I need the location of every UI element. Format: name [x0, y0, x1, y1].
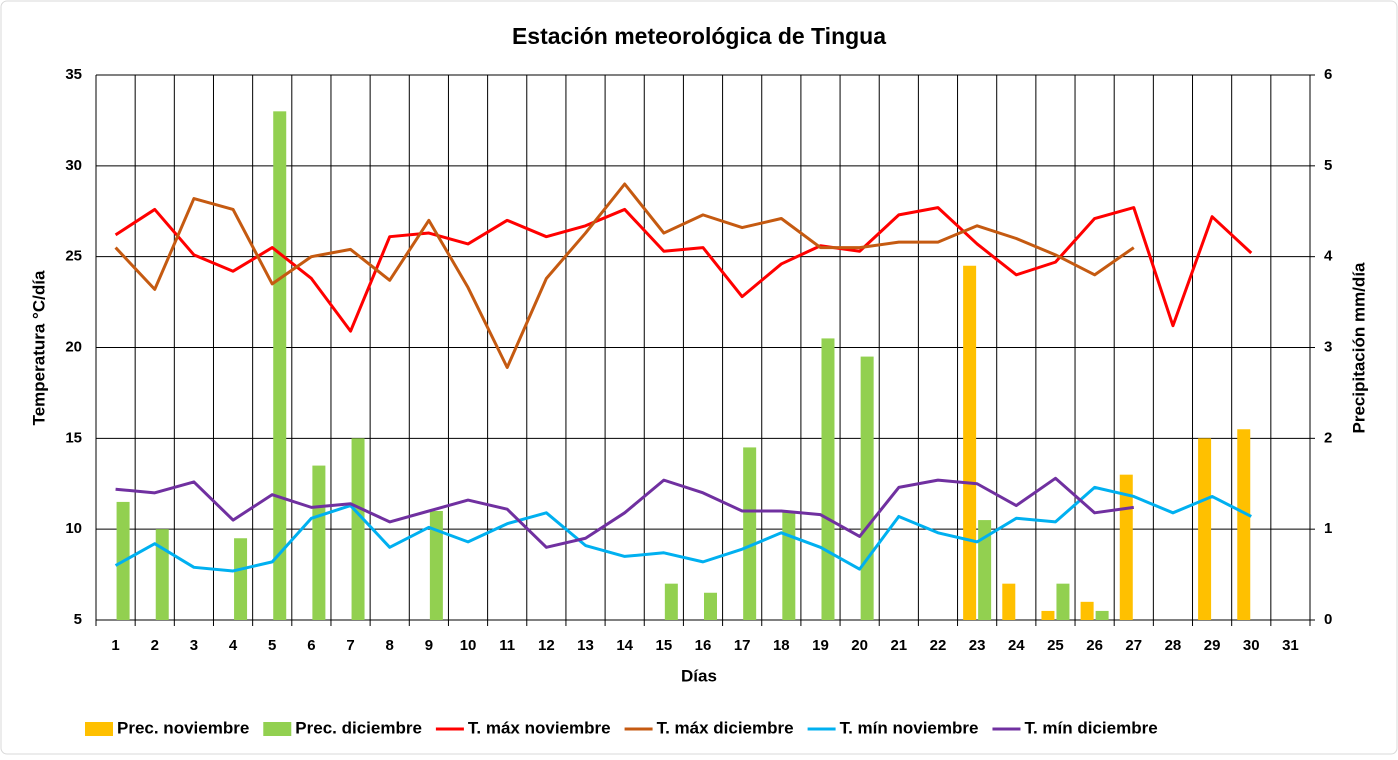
x-tick-label: 3 [190, 637, 198, 654]
legend-label: T. máx noviembre [468, 718, 611, 737]
x-tick-label: 16 [695, 637, 712, 654]
y2-tick-label: 5 [1324, 157, 1332, 174]
x-tick-label: 9 [425, 637, 433, 654]
x-tick-label: 19 [812, 637, 829, 654]
bar [429, 511, 443, 620]
line [114, 206, 1253, 333]
legend-label: T. mín diciembre [1024, 718, 1157, 737]
legend-label: T. máx diciembre [657, 718, 794, 737]
bar [782, 511, 796, 620]
y2-tick-label: 6 [1324, 66, 1332, 83]
x-tick-label: 17 [734, 637, 751, 654]
legend-label: T. mín noviembre [840, 718, 979, 737]
x-tick-label: 23 [969, 637, 986, 654]
x-tick-label: 12 [538, 637, 555, 654]
bar [1095, 610, 1109, 620]
bar [664, 583, 678, 620]
y-tick-label: 20 [65, 338, 82, 355]
bar [1002, 583, 1016, 620]
x-tick-label: 30 [1243, 637, 1260, 654]
bar [155, 529, 169, 620]
y-axis-label: Temperatura °C/día [29, 270, 48, 425]
legend-label: Prec. diciembre [295, 718, 422, 737]
y-tick-label: 15 [65, 429, 82, 446]
line [114, 485, 1252, 573]
x-tick-label: 20 [851, 637, 868, 654]
x-tick-label: 2 [151, 637, 159, 654]
x-tick-label: 26 [1086, 637, 1103, 654]
legend-label: Prec. noviembre [117, 718, 249, 737]
y2-tick-label: 2 [1324, 429, 1332, 446]
x-tick-label: 28 [1165, 637, 1182, 654]
bar [273, 111, 287, 620]
line [114, 182, 1135, 369]
x-tick-label: 7 [346, 637, 354, 654]
y2-tick-label: 4 [1324, 248, 1333, 265]
x-tick-label: 1 [111, 637, 119, 654]
y2-axis-label: Precipitación mm/día [1349, 262, 1368, 434]
bar [1080, 601, 1094, 620]
x-tick-label: 22 [930, 637, 947, 654]
x-tick-label: 15 [655, 637, 672, 654]
bar [1056, 583, 1070, 620]
bar [963, 265, 977, 620]
x-tick-label: 10 [460, 637, 477, 654]
y2-tick-label: 0 [1324, 611, 1332, 628]
x-tick-label: 8 [386, 637, 394, 654]
x-tick-label: 14 [616, 637, 633, 654]
chart-title: Estación meteorológica de Tingua [512, 23, 886, 49]
bar [704, 592, 717, 620]
x-tick-label: 11 [499, 637, 515, 654]
x-tick-label: 6 [307, 637, 315, 654]
y-tick-label: 35 [65, 66, 82, 83]
bar [234, 538, 248, 620]
x-tick-label: 31 [1282, 637, 1299, 654]
y-tick-label: 25 [65, 248, 82, 265]
bar [351, 438, 365, 620]
bar [860, 356, 874, 620]
x-tick-label: 27 [1125, 637, 1142, 654]
y-tick-label: 5 [74, 611, 82, 628]
line [115, 476, 1134, 549]
x-tick-label: 25 [1047, 637, 1064, 654]
x-tick-label: 13 [577, 637, 594, 654]
x-tick-label: 21 [890, 637, 907, 654]
y2-tick-label: 1 [1324, 520, 1332, 537]
x-axis-label: Días [681, 666, 717, 685]
x-tick-label: 5 [268, 637, 276, 654]
bar [312, 465, 326, 620]
legend-swatch [263, 722, 292, 736]
legend-swatch [85, 722, 113, 736]
x-tick-label: 18 [773, 637, 790, 654]
bar [1119, 474, 1133, 620]
x-tick-label: 24 [1008, 637, 1025, 654]
bar [978, 520, 992, 620]
bar [743, 447, 757, 620]
y2-tick-label: 3 [1324, 338, 1332, 355]
x-tick-label: 4 [229, 637, 238, 654]
x-tick-label: 29 [1204, 637, 1221, 654]
y-tick-label: 30 [65, 157, 82, 174]
bar [1041, 610, 1055, 620]
y-tick-label: 10 [65, 520, 82, 537]
bar [1198, 438, 1212, 620]
bar [1237, 429, 1251, 620]
bar [821, 338, 835, 620]
